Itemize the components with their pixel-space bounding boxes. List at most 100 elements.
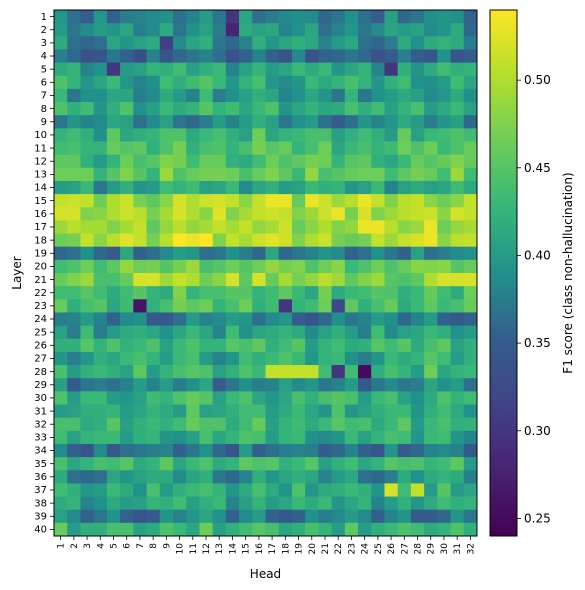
heatmap-cell xyxy=(106,457,121,471)
heatmap-cell xyxy=(344,233,359,248)
heatmap-cell xyxy=(371,443,385,458)
heatmap-cell xyxy=(278,470,293,484)
heatmap-cell xyxy=(437,167,451,182)
heatmap-cell xyxy=(371,154,385,169)
heatmap-cell xyxy=(437,404,451,419)
heatmap-cell xyxy=(397,154,412,169)
heatmap-cell xyxy=(344,49,359,63)
heatmap-cell xyxy=(265,470,280,484)
heatmap-cell xyxy=(80,102,95,116)
heatmap-cell xyxy=(265,154,280,169)
heatmap-cell xyxy=(186,128,200,142)
heatmap-cell xyxy=(80,286,95,300)
heatmap-cell xyxy=(265,167,280,182)
heatmap-cell xyxy=(437,273,451,287)
heatmap-cell xyxy=(265,75,280,90)
heatmap-cell xyxy=(93,180,108,195)
heatmap-cell xyxy=(358,233,372,248)
heatmap-cell xyxy=(463,141,478,156)
heatmap-cell xyxy=(54,246,68,261)
heatmap-cell xyxy=(371,417,385,432)
heatmap-cell xyxy=(252,470,266,484)
heatmap-cell xyxy=(331,470,346,484)
heatmap-cell xyxy=(424,246,438,261)
heatmap-cell xyxy=(437,207,451,221)
heatmap-cell xyxy=(212,299,227,313)
heatmap-cell xyxy=(424,470,438,484)
heatmap-cell xyxy=(371,115,385,129)
heatmap-cell xyxy=(384,430,399,445)
heatmap-cell xyxy=(424,62,438,77)
heatmap-cell xyxy=(331,312,346,326)
heatmap-cell xyxy=(278,154,293,169)
heatmap-cell xyxy=(159,207,174,221)
heatmap-cell xyxy=(397,338,412,353)
x-tick-label: 22 xyxy=(334,543,344,554)
heatmap-cell xyxy=(358,246,372,261)
heatmap-cell xyxy=(278,246,293,261)
heatmap-cell xyxy=(450,299,465,313)
heatmap-cell xyxy=(318,522,332,537)
heatmap-cell xyxy=(225,286,240,300)
heatmap-cell xyxy=(172,62,187,77)
heatmap-cell xyxy=(344,391,359,405)
heatmap-cell xyxy=(212,312,227,326)
heatmap-cell xyxy=(106,180,121,195)
heatmap-cell xyxy=(305,23,319,37)
heatmap-cell xyxy=(172,273,187,287)
heatmap-cell xyxy=(159,312,174,326)
heatmap-cell xyxy=(146,88,161,103)
heatmap-cell xyxy=(424,404,438,419)
heatmap-cell xyxy=(463,246,478,261)
heatmap-cell xyxy=(93,522,108,537)
heatmap-cell xyxy=(397,496,412,511)
heatmap-cell xyxy=(67,141,81,156)
heatmap-cell xyxy=(318,180,332,195)
heatmap-cell xyxy=(437,88,451,103)
y-tick-label: 26 xyxy=(34,341,47,352)
heatmap-cell xyxy=(212,378,227,392)
heatmap-cell xyxy=(93,443,108,458)
heatmap-cell xyxy=(384,154,399,169)
heatmap-cell xyxy=(318,115,332,129)
heatmap-cell xyxy=(265,207,280,221)
heatmap-cell xyxy=(67,128,81,142)
heatmap-cell xyxy=(252,102,266,116)
heatmap-cell xyxy=(212,49,227,63)
heatmap-cell xyxy=(291,233,306,248)
heatmap-cell xyxy=(371,338,385,353)
heatmap-cell xyxy=(450,23,465,37)
heatmap-cell xyxy=(159,180,174,195)
heatmap-cell xyxy=(225,299,240,313)
heatmap-cell xyxy=(212,88,227,103)
heatmap-cell xyxy=(318,391,332,405)
heatmap-cell xyxy=(133,207,147,221)
heatmap-cell xyxy=(450,430,465,445)
heatmap-cell xyxy=(437,194,451,208)
heatmap-cell xyxy=(212,457,227,471)
heatmap-cell xyxy=(384,286,399,300)
heatmap-cell xyxy=(450,273,465,287)
heatmap-cell xyxy=(305,194,319,208)
heatmap-cell xyxy=(291,325,306,340)
heatmap-cell xyxy=(344,365,359,379)
heatmap-cell xyxy=(278,351,293,366)
heatmap-cell xyxy=(80,220,95,234)
heatmap-cell xyxy=(397,141,412,156)
heatmap-cell xyxy=(278,496,293,511)
x-tick-label: 2 xyxy=(70,543,80,549)
heatmap-cell xyxy=(80,10,95,24)
heatmap-cell xyxy=(358,49,372,63)
heatmap-cell xyxy=(265,483,280,497)
heatmap-cell xyxy=(106,62,121,77)
heatmap-cell xyxy=(463,522,478,537)
heatmap-cell xyxy=(67,259,81,274)
heatmap-cell xyxy=(146,286,161,300)
heatmap-cell xyxy=(424,325,438,340)
heatmap-cell xyxy=(146,430,161,445)
heatmap-cell xyxy=(437,36,451,50)
x-tick-label: 30 xyxy=(440,543,450,555)
heatmap-cell xyxy=(133,483,147,497)
heatmap-cell xyxy=(252,312,266,326)
heatmap-cell xyxy=(371,88,385,103)
